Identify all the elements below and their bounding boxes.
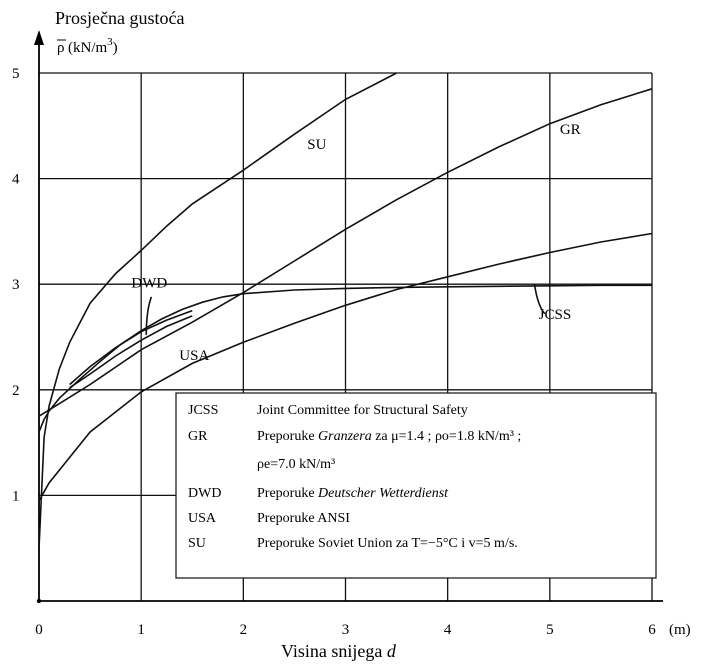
origin-dot (36, 598, 42, 604)
legend-abbr-usa: USA (188, 511, 217, 526)
y-tick-label-5: 5 (12, 66, 20, 82)
legend-abbr-su: SU (188, 536, 206, 551)
curve-usa (38, 284, 652, 433)
curve-gr (38, 88, 653, 417)
legend-dwd-prefix: Preporuke (257, 486, 318, 501)
legend-gr-prefix: Preporuke (257, 429, 318, 444)
y-tick-label-4: 4 (12, 172, 20, 188)
axes (34, 30, 663, 604)
x-tick-label-1: 1 (137, 622, 145, 638)
y-axis-arrow (34, 30, 44, 45)
legend-desc-dwd: Preporuke Deutscher Wetterdienst (257, 486, 449, 501)
y-tick-label-2: 2 (12, 383, 20, 399)
y-tick-label-3: 3 (12, 277, 20, 293)
curve-labels: SU GR DWD USA JCSS (131, 122, 580, 364)
curve-label-su: SU (307, 137, 326, 153)
legend-desc-gr: Preporuke Granzera za μ=1.4 ; ρo=1.8 kN/… (257, 429, 521, 444)
legend-desc-usa: Preporuke ANSI (257, 511, 350, 526)
legend-desc-su: Preporuke Soviet Union za T=−5°C i v=5 m… (257, 536, 518, 551)
curve-series-5 (69, 315, 193, 389)
legend: JCSS Joint Committee for Structural Safe… (175, 392, 657, 579)
x-unit: (m) (669, 622, 691, 638)
ylabel-symbol: ρ (57, 40, 65, 56)
ylabel-unit-exp: 3 (107, 36, 113, 48)
legend-box (175, 392, 657, 579)
x-tick-label-6: 6 (648, 622, 656, 638)
curve-label-dwd: DWD (131, 275, 167, 291)
curve-label-gr: GR (560, 122, 581, 138)
curve-su (38, 72, 397, 549)
legend-desc-gr-line2: ρe=7.0 kN/m³ (257, 457, 335, 472)
ylabel-line1: Prosječna gustoća (55, 8, 184, 28)
curves (38, 72, 653, 549)
legend-abbr-gr: GR (188, 429, 208, 444)
legend-desc-jcss: Joint Committee for Structural Safety (257, 403, 468, 418)
xlabel-prefix: Visina snijega (281, 641, 387, 661)
legend-abbr-dwd: DWD (188, 486, 221, 501)
curve-label-jcss: JCSS (539, 307, 572, 323)
y-tick-label-1: 1 (12, 488, 20, 504)
legend-dwd-italic: Deutscher Wetterdienst (317, 486, 449, 501)
curve-dwd (69, 309, 193, 386)
curve-label-usa: USA (179, 348, 209, 364)
x-tick-label-4: 4 (444, 622, 452, 638)
legend-abbr-jcss: JCSS (188, 403, 218, 418)
xlabel: Visina snijega d (281, 641, 397, 661)
ylabel-unit: (kN/m3) (68, 36, 118, 56)
dwd-leader (145, 296, 153, 335)
legend-gr-suffix: za μ=1.4 ; ρo=1.8 kN/m³ ; (372, 429, 522, 444)
tick-labels: 0 1 2 3 4 5 6 1 2 3 4 5 (12, 66, 656, 638)
xlabel-var: d (387, 641, 397, 661)
x-tick-label-3: 3 (342, 622, 350, 638)
x-tick-label-0: 0 (35, 622, 43, 638)
curve-jcss (38, 232, 653, 502)
x-tick-label-2: 2 (240, 622, 248, 638)
grid (39, 72, 653, 601)
x-tick-label-5: 5 (546, 622, 554, 638)
ylabel-unit-text: (kN/m (68, 40, 107, 56)
ylabel-unit-close: ) (113, 40, 118, 56)
jcss-leader (533, 284, 546, 315)
legend-gr-italic: Granzera (318, 429, 372, 444)
